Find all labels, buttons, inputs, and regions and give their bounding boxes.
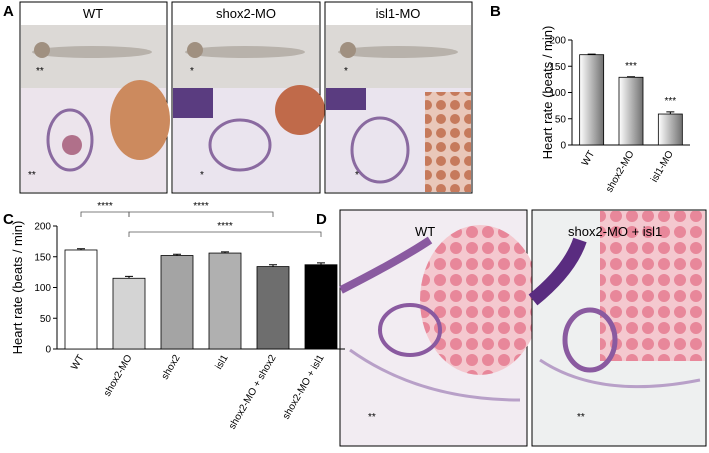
image-label: WT <box>415 224 435 239</box>
significance: *** <box>664 96 676 107</box>
mark: * <box>344 66 348 77</box>
y-tick-label: 0 <box>45 345 51 356</box>
panel-label: B <box>490 3 501 20</box>
y-tick-label: 100 <box>549 88 566 99</box>
x-tick-label: shox2-MO + shox2 <box>227 353 279 432</box>
bracket <box>80 211 130 217</box>
mark: ** <box>577 412 585 423</box>
y-tick-label: 150 <box>549 62 566 73</box>
mark: ** <box>28 170 36 181</box>
bar <box>160 255 194 350</box>
significance: **** <box>97 201 113 212</box>
x-tick-label: shox2 <box>160 353 183 382</box>
y-axis-label: Heart rate (beats / min) <box>10 221 25 355</box>
y-tick-label: 150 <box>34 252 51 263</box>
x-tick-label: WT <box>69 353 86 372</box>
error-bar <box>587 53 596 55</box>
y-tick-label: 50 <box>555 114 567 125</box>
x-tick-label: shox2-MO + isl1 <box>281 353 327 422</box>
y-tick-label: 50 <box>40 314 52 325</box>
panel-label: D <box>316 211 327 228</box>
y-tick-label: 200 <box>549 36 566 47</box>
error-bar <box>77 248 85 250</box>
significance: *** <box>625 61 637 72</box>
bar <box>64 249 98 350</box>
bracket <box>128 231 322 237</box>
panel-a <box>19 1 473 194</box>
panel-label: C <box>3 211 14 228</box>
image-label: shox2-MO + isl1 <box>568 224 662 239</box>
image-wt <box>19 1 170 194</box>
x-tick-label: shox2-MO <box>102 353 135 399</box>
error-bar <box>221 251 229 254</box>
panel-d <box>339 209 707 447</box>
mark: * <box>355 170 359 181</box>
error-bar <box>666 111 675 115</box>
bar <box>618 76 644 146</box>
image-isl1-mo <box>324 1 473 194</box>
error-bar <box>627 76 635 78</box>
image-label: isl1-MO <box>376 6 421 21</box>
bar <box>112 277 146 350</box>
bar <box>208 252 242 350</box>
image-shox2-mo <box>171 1 325 194</box>
y-tick-label: 0 <box>560 141 566 152</box>
bar <box>579 54 605 146</box>
y-axis-label: Heart rate (beats / min) <box>540 26 555 160</box>
x-tick-label: isl1 <box>214 353 231 372</box>
image-label: WT <box>83 6 103 21</box>
x-tick-label: WT <box>580 149 597 168</box>
error-bar <box>269 264 277 267</box>
significance: **** <box>193 201 209 212</box>
bracket <box>128 211 274 217</box>
mark: * <box>200 170 204 181</box>
mark: ** <box>368 412 376 423</box>
image-d-wt <box>339 209 540 447</box>
bar <box>256 266 290 350</box>
bar <box>304 264 338 350</box>
error-bar <box>173 253 181 256</box>
error-bar <box>317 262 325 265</box>
error-bar <box>125 275 133 279</box>
labels: A B C D WT shox2-MO isl1-MO ** * * ** * … <box>3 3 662 423</box>
mark: ** <box>36 66 44 77</box>
bar <box>657 113 683 146</box>
significance: **** <box>217 221 233 232</box>
panel-label: A <box>3 3 14 20</box>
mark: * <box>190 66 194 77</box>
x-tick-label: isl1-MO <box>649 149 676 185</box>
image-label: shox2-MO <box>216 6 276 21</box>
x-tick-label: shox2-MO <box>604 149 637 195</box>
image-d-shox2-mo-isl1 <box>528 209 707 447</box>
y-tick-label: 200 <box>34 222 51 233</box>
y-tick-label: 100 <box>34 283 51 294</box>
